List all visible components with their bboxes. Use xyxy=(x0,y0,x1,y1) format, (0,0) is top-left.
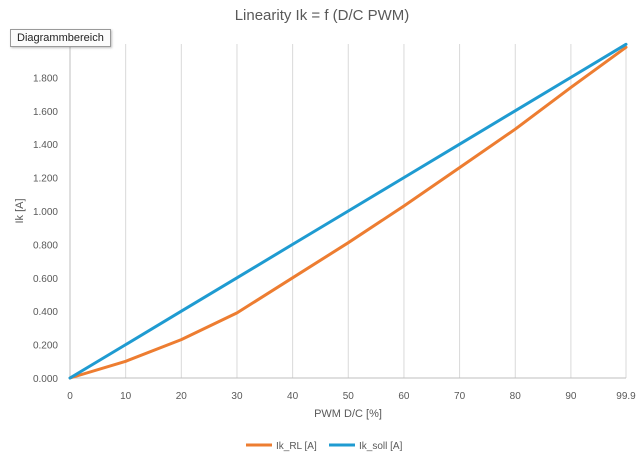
x-tick-label: 80 xyxy=(510,391,522,402)
y-tick-label: 1.200 xyxy=(33,174,58,185)
y-tick-label: 1.800 xyxy=(33,73,58,84)
x-tick-label: 0 xyxy=(67,391,73,402)
x-tick-label: 20 xyxy=(176,391,188,402)
chart-area-tooltip: Diagrammbereich xyxy=(10,29,111,47)
x-tick-label: 10 xyxy=(120,391,132,402)
x-tick-label: 90 xyxy=(565,391,577,402)
y-tick-label: 1.600 xyxy=(33,107,58,118)
legend-label: Ik_soll [A] xyxy=(359,441,403,452)
x-tick-label: 70 xyxy=(454,391,466,402)
series-line-1[interactable] xyxy=(68,45,628,380)
x-tick-label: 60 xyxy=(398,391,410,402)
x-tick-label: 99.9 xyxy=(616,391,636,402)
y-axis-title: Ik [A] xyxy=(14,198,26,223)
y-tick-label: 0.800 xyxy=(33,240,58,251)
x-tick-label: 30 xyxy=(231,391,243,402)
y-tick-label: 1.000 xyxy=(33,207,58,218)
y-tick-label: 0.600 xyxy=(33,274,58,285)
x-axis-title: PWM D/C [%] xyxy=(314,408,382,420)
y-tick-label: 0.200 xyxy=(33,341,58,352)
series-line-2[interactable] xyxy=(68,42,628,380)
y-tick-label: 1.400 xyxy=(33,140,58,151)
chart-title: Linearity Ik = f (D/C PWM) xyxy=(234,7,410,24)
y-tick-label: 0.000 xyxy=(33,374,58,385)
y-tick-label: 0.400 xyxy=(33,307,58,318)
legend-label: Ik_RL [A] xyxy=(276,441,317,452)
x-tick-label: 40 xyxy=(287,391,299,402)
x-tick-label: 50 xyxy=(343,391,355,402)
